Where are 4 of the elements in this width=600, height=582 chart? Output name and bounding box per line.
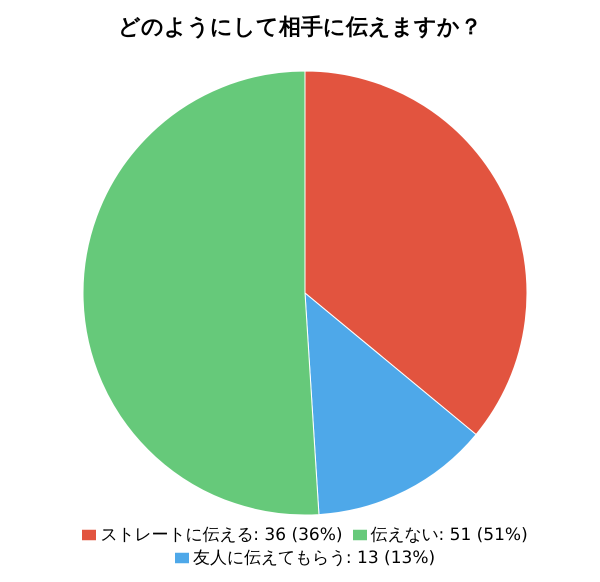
chart-title: どのようにして相手に伝えますか？: [117, 14, 483, 42]
legend-label: 友人に伝えてもらう: 13 (13%): [192, 548, 436, 568]
legend-label: 伝えない: 51 (51%): [370, 525, 528, 545]
legend-label: ストレートに伝える: 36 (36%): [100, 525, 342, 545]
